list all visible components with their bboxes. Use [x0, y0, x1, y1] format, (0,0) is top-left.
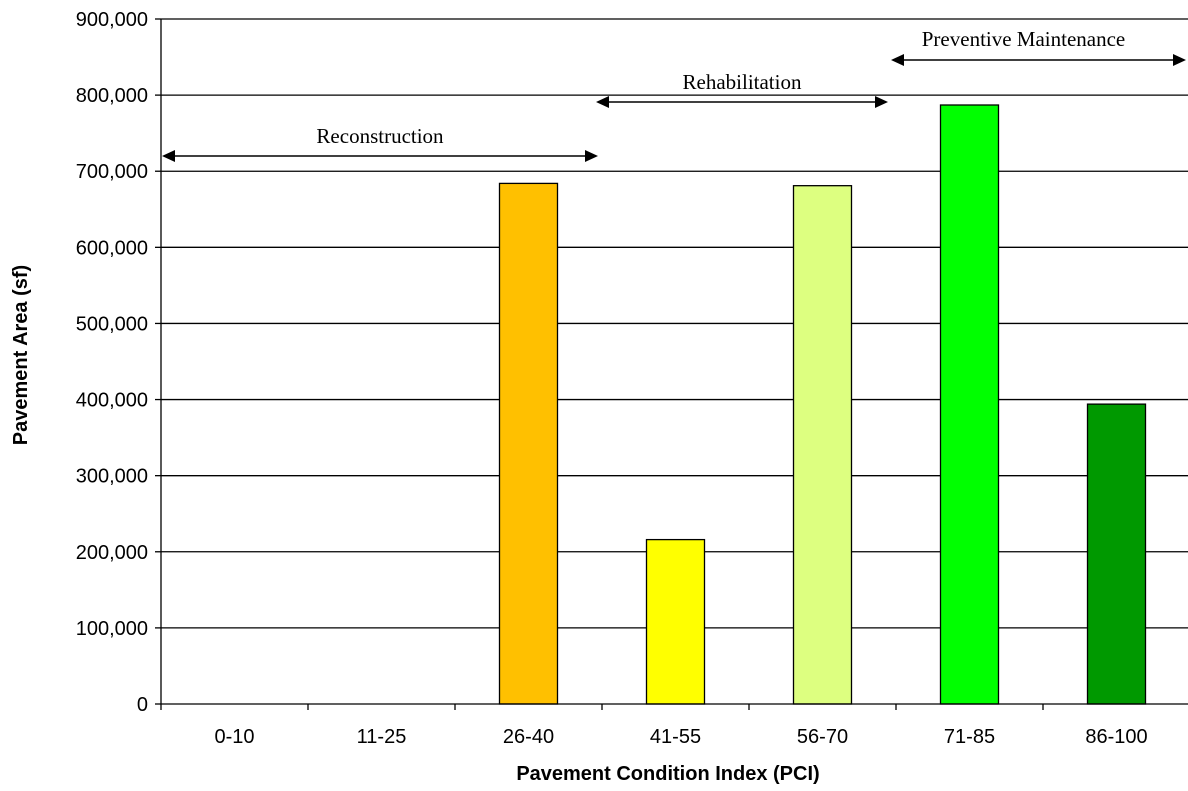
y-tick-label: 600,000: [76, 237, 148, 259]
annotation-reconstruction: Reconstruction: [162, 124, 598, 162]
x-tick-label: 11-25: [357, 726, 407, 748]
tick-labels: 0 100,000 200,000 300,000 400,000 500,000 600,…: [76, 9, 1148, 748]
y-tick-label: 800,000: [76, 85, 148, 107]
bar-71-85: [939, 104, 1000, 705]
x-tick-label: 86-100: [1085, 726, 1147, 748]
y-tick-label: 900,000: [76, 9, 148, 31]
arrowhead-right-icon: [875, 96, 888, 108]
x-tick-label: 26-40: [503, 726, 554, 748]
annotation-preventive-maintenance: Preventive Maintenance: [891, 27, 1186, 66]
x-tick-label: 41-55: [650, 726, 701, 748]
arrowhead-left-icon: [891, 54, 904, 66]
x-axis-title: Pavement Condition Index (PCI): [516, 763, 819, 785]
y-tick-label: 100,000: [76, 618, 148, 640]
y-axis-title: Pavement Area (sf): [10, 265, 32, 445]
bars: [498, 104, 1147, 705]
arrowhead-left-icon: [596, 96, 609, 108]
x-tick-label: 71-85: [944, 726, 995, 748]
bar-26-40: [498, 182, 559, 705]
y-tick-label: 200,000: [76, 542, 148, 564]
bar-56-70: [792, 185, 853, 705]
y-tick-label: 700,000: [76, 161, 148, 183]
annotation-label: Preventive Maintenance: [922, 27, 1126, 51]
axes: [155, 18, 1188, 710]
y-tick-label: 500,000: [76, 313, 148, 335]
arrowhead-right-icon: [585, 150, 598, 162]
y-tick-label: 400,000: [76, 390, 148, 412]
gridlines: [161, 18, 1188, 629]
x-tick-label: 56-70: [797, 726, 848, 748]
arrowhead-right-icon: [1173, 54, 1186, 66]
annotations: Reconstruction Rehabilitation Preventive M…: [162, 27, 1186, 162]
annotation-label: Rehabilitation: [683, 70, 802, 94]
bar-86-100: [1086, 403, 1147, 705]
x-tick-label: 0-10: [214, 726, 254, 748]
arrowhead-left-icon: [162, 150, 175, 162]
annotation-label: Reconstruction: [316, 124, 444, 148]
y-tick-label: 300,000: [76, 466, 148, 488]
annotation-rehabilitation: Rehabilitation: [596, 70, 888, 108]
bar-41-55: [645, 538, 706, 705]
y-tick-label: 0: [137, 694, 148, 716]
